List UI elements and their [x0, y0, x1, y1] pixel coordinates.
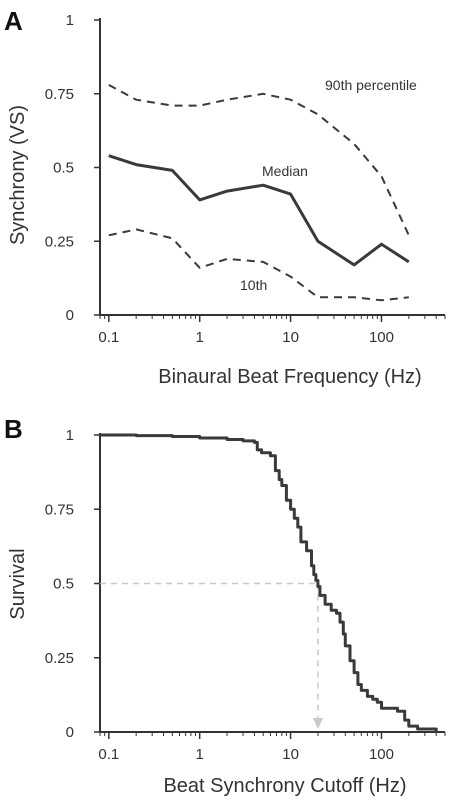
x-tick-label: 10: [282, 329, 299, 346]
survival-line: [100, 433, 438, 732]
y-tick-label: 0: [66, 307, 74, 324]
p90-annotation: 90th percentile: [325, 77, 417, 93]
y-tick-label: 1: [66, 12, 74, 29]
x-tick-label: 100: [369, 329, 394, 346]
x-tick-label: 100: [369, 746, 394, 763]
10th-line: [108, 228, 409, 302]
panel-a-xlabel: Binaural Beat Frequency (Hz): [158, 366, 421, 388]
panel-a-ylabel: Synchrony (VS): [7, 105, 29, 245]
x-tick-label: 1: [196, 329, 204, 346]
panel-b-xlabel: Beat Synchrony Cutoff (Hz): [163, 775, 406, 797]
x-tick-label: 0.1: [98, 329, 119, 346]
y-tick-label: 0: [66, 724, 74, 741]
median-annotation: Median: [262, 163, 308, 179]
panel-a-label: A: [4, 6, 23, 36]
p10-annotation: 10th: [240, 277, 267, 293]
panel-a-axes: 0 0.25 0.5 0.75 1 0.1 1 10 100: [45, 12, 446, 346]
panel-a: A 0 0.25 0.5 0.75 1 0.1 1 10 100 90th percentile…: [4, 6, 446, 388]
panel-b-label: B: [4, 414, 23, 444]
y-tick-label: 0.25: [45, 233, 74, 250]
y-tick-label: 0.25: [45, 650, 74, 667]
median-arrowhead: [312, 718, 323, 729]
median-line: [108, 154, 410, 267]
panel-b-ylabel: Survival: [7, 548, 29, 619]
90th-percentile-line: [108, 84, 410, 236]
y-tick-label: 1: [66, 427, 74, 444]
y-tick-label: 0.75: [45, 501, 74, 518]
panel-b-axes: 0 0.25 0.5 0.75 1 0.1 1 10 100: [45, 427, 446, 763]
x-tick-label: 10: [282, 746, 299, 763]
x-tick-label: 0.1: [98, 746, 119, 763]
y-tick-label: 0.75: [45, 86, 74, 103]
y-tick-label: 0.5: [53, 576, 74, 593]
x-tick-label: 1: [196, 746, 204, 763]
panel-a-series: [108, 84, 410, 302]
y-tick-label: 0.5: [53, 160, 74, 177]
panel-b-series: [100, 433, 438, 732]
panel-b: B 0 0.25 0.5 0.75 1 0.1 1 10 100 Beat Synchrony …: [4, 414, 446, 797]
